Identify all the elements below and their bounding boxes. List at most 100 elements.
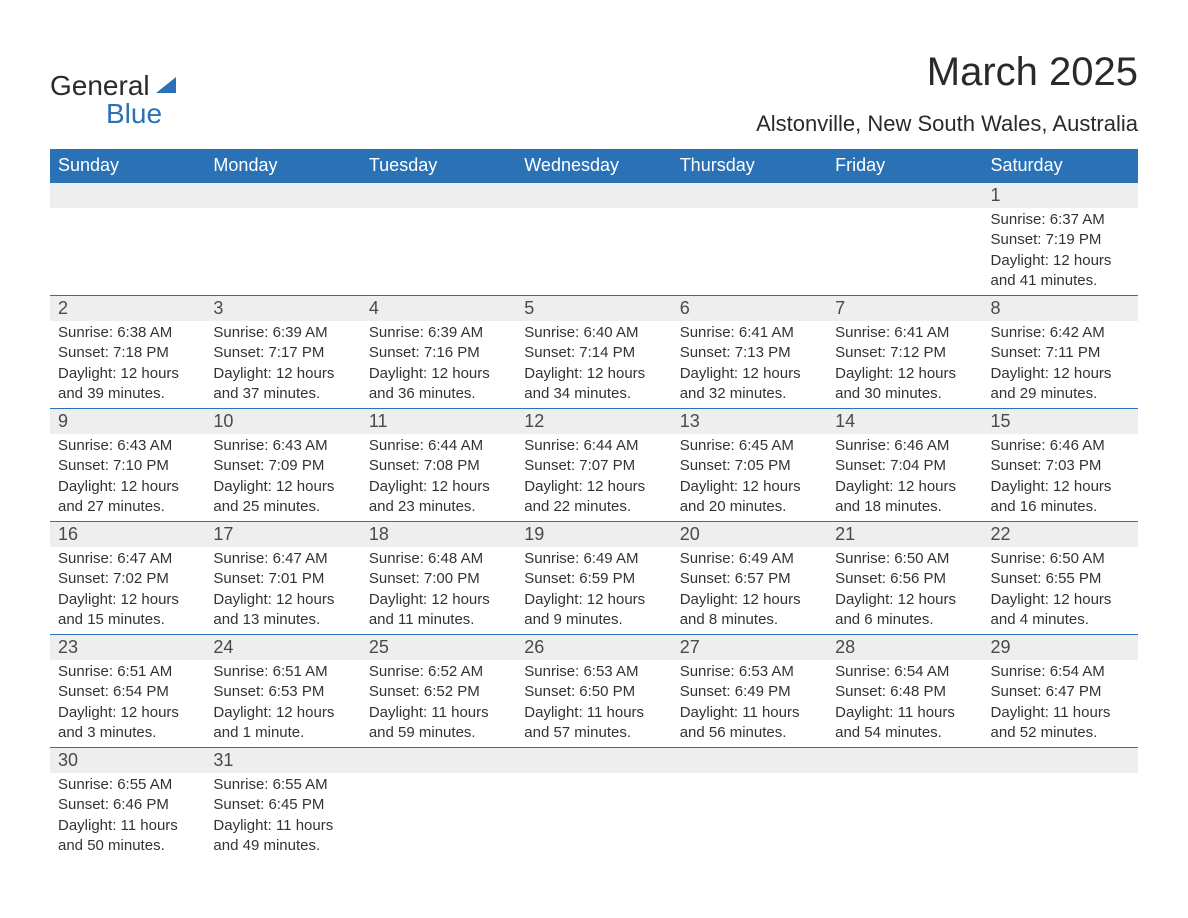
day-content-cell: Sunrise: 6:53 AMSunset: 6:49 PMDaylight:… (672, 660, 827, 748)
day-number-cell: 29 (983, 635, 1138, 661)
day-content-row: Sunrise: 6:47 AMSunset: 7:02 PMDaylight:… (50, 547, 1138, 635)
day-content-cell: Sunrise: 6:39 AMSunset: 7:17 PMDaylight:… (205, 321, 360, 409)
day-details: Sunrise: 6:46 AMSunset: 7:04 PMDaylight:… (827, 434, 982, 521)
day-number: 26 (516, 635, 671, 660)
day-number-cell: 30 (50, 748, 205, 774)
day-of-week-row: SundayMondayTuesdayWednesdayThursdayFrid… (50, 149, 1138, 183)
day-of-week-header: Sunday (50, 149, 205, 183)
day-content-cell: Sunrise: 6:47 AMSunset: 7:01 PMDaylight:… (205, 547, 360, 635)
day-number-cell: 23 (50, 635, 205, 661)
day-content-cell: Sunrise: 6:49 AMSunset: 6:57 PMDaylight:… (672, 547, 827, 635)
day-number: 13 (672, 409, 827, 434)
day-number-row: 1 (50, 183, 1138, 209)
day-number-cell: 22 (983, 522, 1138, 548)
day-content-cell (361, 208, 516, 296)
day-number-cell: 4 (361, 296, 516, 322)
day-number: 23 (50, 635, 205, 660)
day-details: Sunrise: 6:44 AMSunset: 7:07 PMDaylight:… (516, 434, 671, 521)
day-content-cell (672, 208, 827, 296)
day-content-cell (827, 208, 982, 296)
day-content-cell: Sunrise: 6:45 AMSunset: 7:05 PMDaylight:… (672, 434, 827, 522)
day-number-cell: 16 (50, 522, 205, 548)
day-content-cell: Sunrise: 6:44 AMSunset: 7:08 PMDaylight:… (361, 434, 516, 522)
calendar-table: SundayMondayTuesdayWednesdayThursdayFrid… (50, 149, 1138, 860)
day-content-cell: Sunrise: 6:43 AMSunset: 7:10 PMDaylight:… (50, 434, 205, 522)
day-number: 9 (50, 409, 205, 434)
day-number: 18 (361, 522, 516, 547)
day-number-row: 2345678 (50, 296, 1138, 322)
day-number: 21 (827, 522, 982, 547)
day-details: Sunrise: 6:53 AMSunset: 6:50 PMDaylight:… (516, 660, 671, 747)
day-number: 22 (983, 522, 1138, 547)
day-number-cell: 26 (516, 635, 671, 661)
day-content-cell (516, 208, 671, 296)
day-number-cell: 20 (672, 522, 827, 548)
day-details: Sunrise: 6:40 AMSunset: 7:14 PMDaylight:… (516, 321, 671, 408)
day-number-cell: 14 (827, 409, 982, 435)
day-content-cell: Sunrise: 6:46 AMSunset: 7:04 PMDaylight:… (827, 434, 982, 522)
day-number: 2 (50, 296, 205, 321)
day-details: Sunrise: 6:39 AMSunset: 7:17 PMDaylight:… (205, 321, 360, 408)
day-number-cell: 6 (672, 296, 827, 322)
day-content-cell: Sunrise: 6:51 AMSunset: 6:53 PMDaylight:… (205, 660, 360, 748)
day-number-cell (983, 748, 1138, 774)
day-number-row: 3031 (50, 748, 1138, 774)
day-content-cell: Sunrise: 6:41 AMSunset: 7:13 PMDaylight:… (672, 321, 827, 409)
day-number-cell (516, 748, 671, 774)
day-number-cell (50, 183, 205, 209)
day-content-cell: Sunrise: 6:49 AMSunset: 6:59 PMDaylight:… (516, 547, 671, 635)
day-number: 24 (205, 635, 360, 660)
day-number: 19 (516, 522, 671, 547)
day-details: Sunrise: 6:49 AMSunset: 6:59 PMDaylight:… (516, 547, 671, 634)
day-details: Sunrise: 6:54 AMSunset: 6:48 PMDaylight:… (827, 660, 982, 747)
day-content-cell: Sunrise: 6:55 AMSunset: 6:46 PMDaylight:… (50, 773, 205, 860)
day-content-cell (205, 208, 360, 296)
day-number: 31 (205, 748, 360, 773)
day-number-cell: 24 (205, 635, 360, 661)
day-details: Sunrise: 6:38 AMSunset: 7:18 PMDaylight:… (50, 321, 205, 408)
logo-triangle-icon (156, 77, 176, 93)
day-details: Sunrise: 6:53 AMSunset: 6:49 PMDaylight:… (672, 660, 827, 747)
day-number: 4 (361, 296, 516, 321)
day-content-row: Sunrise: 6:55 AMSunset: 6:46 PMDaylight:… (50, 773, 1138, 860)
day-content-cell: Sunrise: 6:39 AMSunset: 7:16 PMDaylight:… (361, 321, 516, 409)
day-number-cell: 7 (827, 296, 982, 322)
day-number: 29 (983, 635, 1138, 660)
day-number-cell: 25 (361, 635, 516, 661)
day-content-cell: Sunrise: 6:43 AMSunset: 7:09 PMDaylight:… (205, 434, 360, 522)
day-content-cell: Sunrise: 6:50 AMSunset: 6:56 PMDaylight:… (827, 547, 982, 635)
day-number-cell: 13 (672, 409, 827, 435)
day-number-cell: 12 (516, 409, 671, 435)
day-number-cell: 9 (50, 409, 205, 435)
day-number: 8 (983, 296, 1138, 321)
day-details: Sunrise: 6:55 AMSunset: 6:46 PMDaylight:… (50, 773, 205, 860)
day-of-week-header: Wednesday (516, 149, 671, 183)
day-details: Sunrise: 6:48 AMSunset: 7:00 PMDaylight:… (361, 547, 516, 634)
day-details: Sunrise: 6:50 AMSunset: 6:56 PMDaylight:… (827, 547, 982, 634)
day-details: Sunrise: 6:54 AMSunset: 6:47 PMDaylight:… (983, 660, 1138, 747)
month-title: March 2025 (756, 50, 1138, 95)
day-details: Sunrise: 6:41 AMSunset: 7:12 PMDaylight:… (827, 321, 982, 408)
day-content-row: Sunrise: 6:51 AMSunset: 6:54 PMDaylight:… (50, 660, 1138, 748)
day-content-cell: Sunrise: 6:54 AMSunset: 6:48 PMDaylight:… (827, 660, 982, 748)
day-of-week-header: Saturday (983, 149, 1138, 183)
day-content-cell: Sunrise: 6:51 AMSunset: 6:54 PMDaylight:… (50, 660, 205, 748)
day-details: Sunrise: 6:41 AMSunset: 7:13 PMDaylight:… (672, 321, 827, 408)
header: General Blue March 2025 Alstonville, New… (50, 50, 1138, 143)
day-number: 16 (50, 522, 205, 547)
day-details: Sunrise: 6:46 AMSunset: 7:03 PMDaylight:… (983, 434, 1138, 521)
day-details: Sunrise: 6:49 AMSunset: 6:57 PMDaylight:… (672, 547, 827, 634)
day-number-cell: 8 (983, 296, 1138, 322)
day-content-cell: Sunrise: 6:53 AMSunset: 6:50 PMDaylight:… (516, 660, 671, 748)
day-number-cell: 31 (205, 748, 360, 774)
day-number-cell: 15 (983, 409, 1138, 435)
day-content-cell: Sunrise: 6:52 AMSunset: 6:52 PMDaylight:… (361, 660, 516, 748)
day-number-cell: 5 (516, 296, 671, 322)
day-number: 6 (672, 296, 827, 321)
day-content-cell (516, 773, 671, 860)
day-number-cell: 17 (205, 522, 360, 548)
day-number: 20 (672, 522, 827, 547)
day-number: 3 (205, 296, 360, 321)
day-content-cell: Sunrise: 6:54 AMSunset: 6:47 PMDaylight:… (983, 660, 1138, 748)
day-number-cell: 27 (672, 635, 827, 661)
